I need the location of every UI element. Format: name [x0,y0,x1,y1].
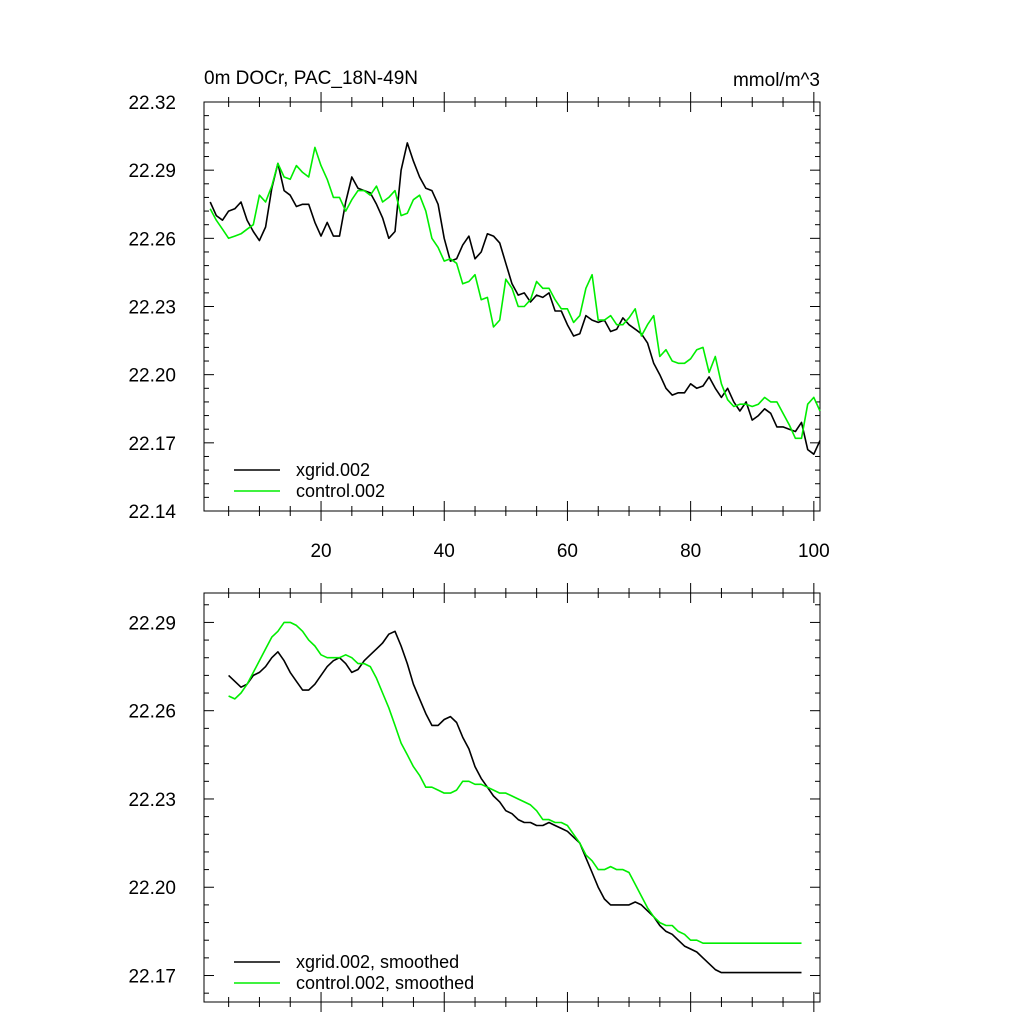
top-xtick-label: 20 [310,541,331,562]
top-ytick-label: 22.20 [128,366,176,387]
top-units: mmol/m^3 [733,70,820,91]
bottom-ytick-label: 22.26 [128,702,176,723]
top-plot-frame [203,101,821,512]
top-series-control [209,146,821,440]
top-title: 0m DOCr, PAC_18N-49N [204,68,418,89]
top-legend: xgrid.002 control.002 [234,460,385,501]
bottom-panel: 22.17 22.20 22.23 22.26 22.29 xgrid.002, smo… [128,583,821,1012]
top-ticks: 22.14 22.17 22.20 22.23 22.26 22.29 22.32 20 40 6… [128,92,830,562]
bottom-ytick-label: 22.17 [128,967,176,988]
top-ytick-label: 22.29 [128,161,176,182]
top-ytick-label: 22.32 [128,93,176,114]
legend-label-control-smoothed: control.002, smoothed [296,973,474,993]
bottom-ytick-label: 22.29 [128,613,176,634]
bottom-series-xgrid [228,630,802,974]
bottom-series-control [228,621,802,945]
legend-label-control: control.002 [296,481,385,501]
top-ytick-label: 22.14 [128,502,176,523]
top-xtick-label: 80 [680,541,701,562]
top-series-xgrid [209,142,821,456]
top-xtick-label: 40 [434,541,455,562]
top-ytick-label: 22.23 [128,298,176,319]
legend-label-xgrid: xgrid.002 [296,460,370,480]
top-xtick-label: 60 [557,541,578,562]
legend-label-xgrid-smoothed: xgrid.002, smoothed [296,952,459,972]
bottom-ytick-label: 22.23 [128,790,176,811]
bottom-plot-frame [203,592,821,1003]
bottom-series [228,621,802,974]
top-series [209,142,821,456]
top-panel: 0m DOCr, PAC_18N-49N mmol/m^3 22.14 22.17… [128,68,829,562]
top-xtick-label: 100 [798,541,830,562]
top-ytick-label: 22.26 [128,229,176,250]
top-ytick-label: 22.17 [128,434,176,455]
bottom-ticks: 22.17 22.20 22.23 22.26 22.29 [128,583,820,1012]
bottom-ytick-label: 22.20 [128,878,176,899]
bottom-legend: xgrid.002, smoothed control.002, smoothe… [234,952,474,993]
